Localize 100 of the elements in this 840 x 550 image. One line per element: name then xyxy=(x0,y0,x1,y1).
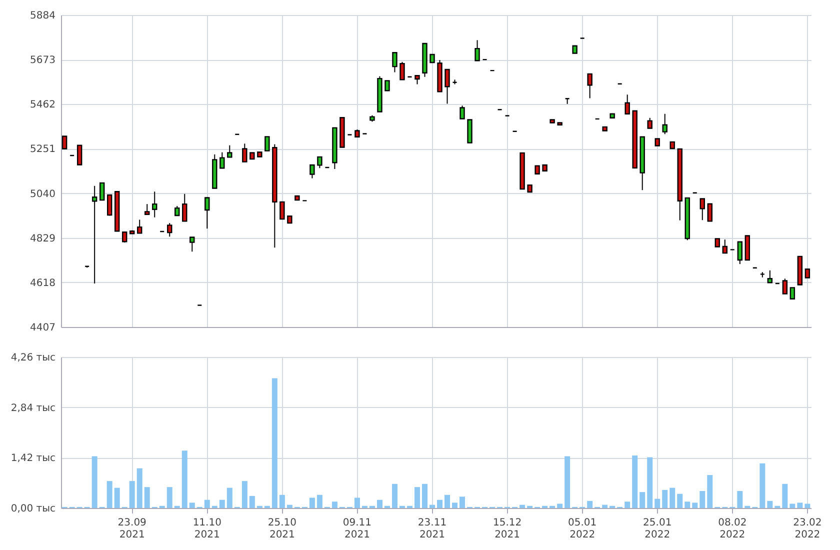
bar xyxy=(392,484,398,508)
bar xyxy=(129,481,135,508)
candlestick xyxy=(782,278,788,294)
bar xyxy=(520,504,526,508)
bar xyxy=(587,500,593,508)
bar xyxy=(602,504,608,508)
candlestick xyxy=(144,204,150,216)
bar xyxy=(647,457,653,508)
bar xyxy=(767,500,773,508)
x-tick-label: 09.11 2021 xyxy=(342,518,372,540)
bar xyxy=(452,502,458,508)
x-tick-label: 23.09 2021 xyxy=(118,518,146,540)
y-tick-label: 4618 xyxy=(30,278,56,289)
bar xyxy=(640,492,646,508)
y-tick-label: 5884 xyxy=(30,10,56,22)
candlestick xyxy=(474,40,480,62)
x-tick-label: 25.01 2022 xyxy=(643,518,672,540)
bar xyxy=(136,468,142,508)
y-tick-label: 2,84 тыс xyxy=(10,402,56,414)
bar xyxy=(376,500,382,508)
bar xyxy=(166,487,172,508)
bar xyxy=(737,490,743,508)
bar xyxy=(189,502,195,508)
candlestick xyxy=(106,194,112,216)
bar xyxy=(114,488,120,508)
bar xyxy=(106,481,112,508)
candlestick xyxy=(137,219,142,234)
bar xyxy=(309,498,315,508)
candlestick xyxy=(392,52,398,73)
bar xyxy=(677,494,683,508)
candlestick xyxy=(182,193,188,222)
candlestick xyxy=(722,239,728,254)
bar xyxy=(624,502,630,508)
candlestick xyxy=(204,196,210,230)
candlestick xyxy=(587,73,592,99)
x-tick-label: 25.10 2021 xyxy=(268,518,296,540)
candlestick xyxy=(92,185,98,284)
bar xyxy=(760,463,766,508)
y-tick-label: 1,42 тыс xyxy=(10,453,56,464)
bar xyxy=(272,378,278,508)
candlestick xyxy=(700,198,705,221)
y-tick-label: 4,26 тыс xyxy=(10,352,56,364)
bar xyxy=(782,484,788,508)
bar xyxy=(219,500,225,508)
bar xyxy=(332,502,338,508)
y-tick-label: 5251 xyxy=(30,144,56,156)
bar xyxy=(564,456,570,508)
candlestick xyxy=(152,191,158,218)
bar xyxy=(422,484,428,508)
candlestick xyxy=(190,236,195,252)
x-tick-label: 05.01 2022 xyxy=(568,518,597,540)
bar xyxy=(144,487,150,508)
bar xyxy=(670,488,676,508)
candlestick xyxy=(737,241,742,265)
y-tick-label: 4407 xyxy=(30,322,56,334)
bar xyxy=(444,494,450,508)
bar xyxy=(790,504,796,508)
bar xyxy=(692,502,698,508)
bar xyxy=(182,450,188,508)
bar xyxy=(684,502,690,508)
candlestick xyxy=(400,61,405,80)
candlestick xyxy=(264,136,270,152)
candlestick xyxy=(242,143,248,162)
candlestick xyxy=(444,68,450,104)
bar xyxy=(204,500,210,508)
bar xyxy=(242,481,248,508)
bar xyxy=(437,500,442,508)
x-tick-label: 15.12 2021 xyxy=(492,518,522,540)
candlestick xyxy=(76,144,82,166)
candlestick xyxy=(62,136,68,150)
y-tick-label: 5462 xyxy=(30,100,56,111)
bar xyxy=(662,490,668,508)
x-tick-label: 11.10 2021 xyxy=(192,518,222,540)
candlestick xyxy=(662,113,668,135)
x-tick-label: 23.02 2022 xyxy=(793,518,822,540)
y-tick-label: 4829 xyxy=(30,233,56,244)
bar xyxy=(557,504,563,508)
bar xyxy=(700,490,706,508)
x-tick-label: 23.11 2021 xyxy=(418,518,447,540)
bar xyxy=(707,475,713,508)
candlestick xyxy=(220,152,225,169)
bar xyxy=(286,504,292,508)
bar xyxy=(632,456,638,508)
bar xyxy=(654,498,660,508)
y-tick-label: 5040 xyxy=(30,188,56,200)
candlestick xyxy=(460,105,465,120)
y-tick-label: 0,00 тыс xyxy=(10,504,56,514)
candlestick xyxy=(707,203,712,222)
bar xyxy=(414,487,420,508)
x-tick-label: 08.02 2022 xyxy=(718,518,747,540)
bar xyxy=(460,496,466,508)
bar xyxy=(430,504,435,508)
candlestick xyxy=(467,119,472,144)
bar xyxy=(804,504,810,508)
bar xyxy=(92,456,98,508)
candlestick xyxy=(310,164,315,179)
candlestick xyxy=(167,222,172,238)
bar xyxy=(226,488,232,508)
candlestick xyxy=(227,144,232,158)
bar xyxy=(249,496,255,508)
